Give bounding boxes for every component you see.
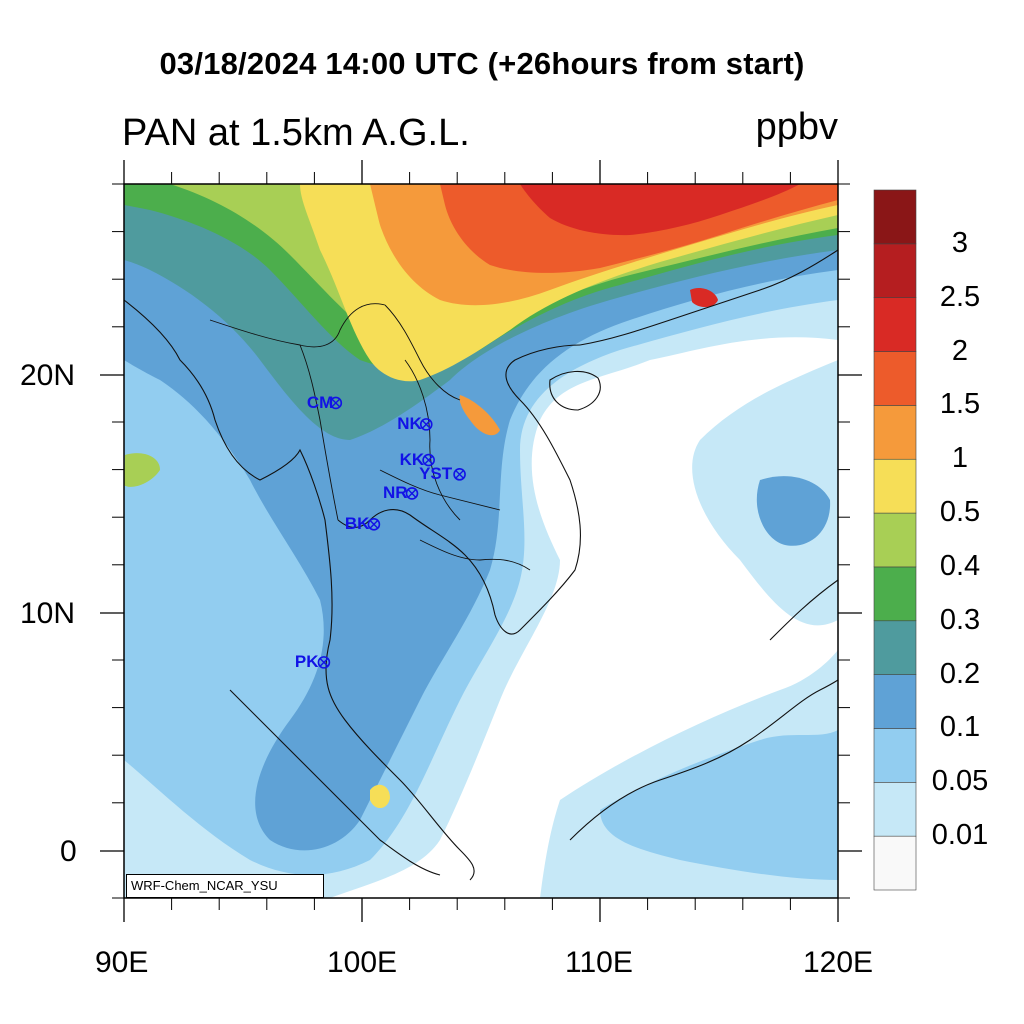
colorbar-label: 0.01 (931, 819, 989, 852)
station-marker-yst (453, 468, 466, 481)
colorbar-swatch (873, 297, 917, 352)
station-marker-cm (329, 396, 343, 410)
colorbar-swatch (873, 405, 917, 460)
plot-title: 03/18/2024 14:00 UTC (+26hours from star… (159, 46, 805, 81)
colorbar-label: 2.5 (939, 280, 981, 313)
model-credit: WRF-Chem_NCAR_YSU (126, 874, 324, 898)
colorbar-swatch (873, 728, 917, 783)
colorbar-swatch (873, 566, 917, 622)
station-marker-kk (422, 453, 435, 467)
coastlines (123, 249, 839, 881)
country-borders (209, 303, 531, 571)
minor-ticks (112, 172, 850, 910)
station-markers (317, 396, 466, 669)
colorbar-swatch (873, 458, 917, 514)
station-label-nk: NK (397, 414, 422, 434)
station-label-yst: YST (419, 464, 453, 484)
station-marker-nr (405, 487, 419, 500)
colorbar-swatch (873, 243, 917, 298)
colorbar-swatch (873, 674, 917, 729)
colorbar-label: 0.5 (939, 496, 981, 529)
concentration-field (124, 184, 838, 898)
station-marker-bk (367, 518, 381, 531)
y-tick-label-0: 0 (60, 835, 77, 868)
colorbar-label: 1 (951, 442, 969, 475)
units-label: ppbv (755, 106, 838, 148)
station-marker-nk (419, 418, 433, 431)
colorbar-swatch (873, 835, 917, 891)
station-label-nr: NR (382, 483, 408, 503)
variable-label: PAN at 1.5km A.G.L. (122, 112, 470, 154)
colorbar-swatch (873, 512, 917, 568)
x-tick-label-90e: 90E (95, 946, 149, 979)
station-label-cm: CM (306, 392, 334, 412)
x-tick-label-120e: 120E (803, 946, 874, 979)
y-tick-label-20n: 20N (20, 359, 76, 392)
colorbar-swatch (873, 782, 917, 837)
colorbar (873, 189, 917, 891)
colorbar-label: 0.2 (939, 657, 981, 690)
colorbar-swatch (873, 620, 917, 675)
colorbar-swatch (873, 351, 917, 406)
colorbar-label: 0.3 (939, 603, 981, 636)
colorbar-label: 3 (951, 226, 969, 259)
colorbar-label: 0.1 (939, 711, 981, 744)
colorbar-label: 0.4 (939, 549, 981, 582)
y-tick-label-10n: 10N (20, 597, 76, 630)
station-label-bk: BK (344, 514, 370, 534)
colorbar-label: 2 (951, 334, 969, 367)
station-label-pk: PK (294, 652, 319, 672)
x-tick-label-100e: 100E (327, 946, 398, 979)
station-marker-pk (317, 656, 331, 669)
x-tick-label-110e: 110E (565, 946, 633, 979)
colorbar-swatch (873, 189, 917, 245)
map-frame (123, 183, 839, 899)
colorbar-label: 0.05 (931, 765, 989, 798)
axis-ticks (100, 160, 862, 922)
station-label-kk: KK (399, 450, 425, 470)
colorbar-label: 1.5 (939, 388, 981, 421)
